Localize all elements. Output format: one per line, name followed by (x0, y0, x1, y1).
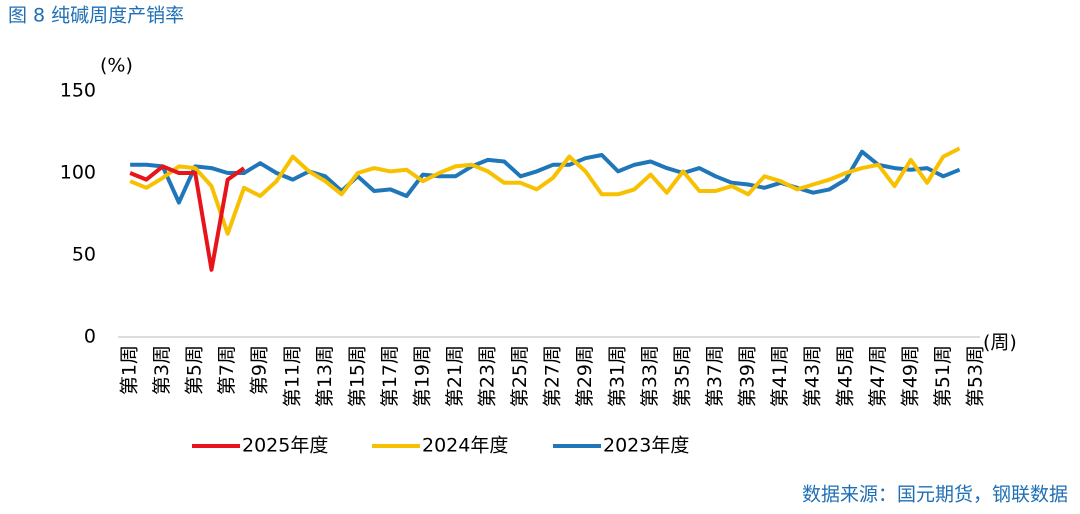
x-tick-label: 第19周 (411, 345, 433, 407)
x-tick-label: 第31周 (607, 345, 629, 407)
x-tick-label: 第37周 (704, 345, 726, 407)
x-tick-label: 第21周 (444, 345, 466, 407)
x-tick-label: 第45周 (834, 345, 856, 407)
x-tick-label: 第39周 (737, 345, 759, 407)
x-tick-label: 第3周 (151, 345, 173, 395)
legend-label: 2025年度 (242, 435, 328, 457)
y-tick-label: 100 (60, 162, 96, 184)
x-tick-label: 第5周 (184, 345, 206, 395)
x-tick-label: 第27周 (542, 345, 564, 407)
legend-label: 2024年度 (422, 435, 508, 457)
y-tick-label: 50 (72, 244, 96, 266)
x-tick-label: 第49周 (899, 345, 921, 407)
y-tick-label: 0 (84, 326, 96, 348)
x-tick-label: 第13周 (314, 345, 336, 407)
series-line (129, 164, 246, 272)
y-tick-label: 150 (60, 80, 96, 102)
x-tick-label: 第7周 (216, 345, 238, 395)
x-tick-label: 第33周 (639, 345, 661, 407)
source: 数据来源：国元期货，钢联数据 (802, 484, 1068, 506)
series-line (129, 146, 961, 236)
x-tick-label: 第1周 (119, 345, 141, 395)
x-tick-label: 第9周 (249, 345, 271, 395)
y-unit: (%) (100, 55, 133, 77)
x-tick-label: 第53周 (964, 345, 986, 407)
x-tick-label: 第41周 (769, 345, 791, 407)
x-unit: (周) (983, 332, 1017, 354)
chart-title: 图 8 纯碱周度产销率 (8, 5, 184, 27)
x-tick-label: 第25周 (509, 345, 531, 407)
x-tick-label: 第43周 (802, 345, 824, 407)
x-tick-label: 第29周 (574, 345, 596, 407)
x-tick-label: 第11周 (281, 345, 303, 407)
x-tick-label: 第47周 (867, 345, 889, 407)
series-line (130, 149, 961, 205)
x-tick-label: 第17周 (379, 345, 401, 407)
x-tick-label: 第35周 (672, 345, 694, 407)
x-tick-label: 第15周 (346, 345, 368, 407)
legend-label: 2023年度 (603, 435, 689, 457)
x-tick-label: 第51周 (932, 345, 954, 407)
x-tick-label: 第23周 (476, 345, 498, 407)
